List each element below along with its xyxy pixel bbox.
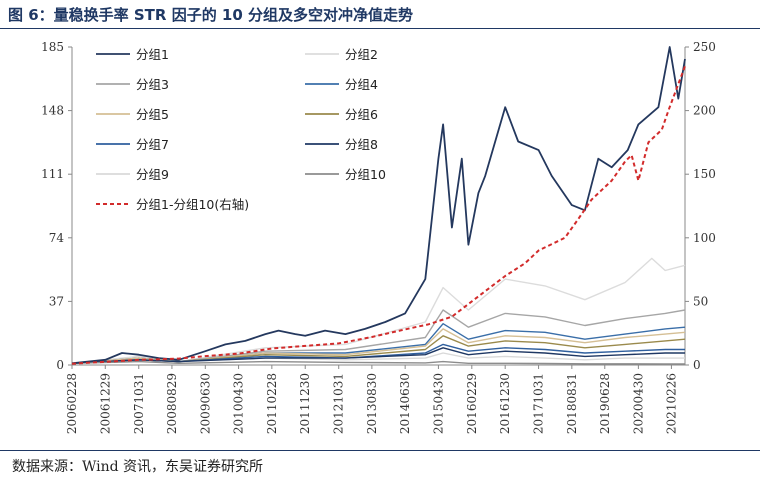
x-tick-label: 20130830 — [365, 373, 379, 434]
right-tick-label: 250 — [693, 40, 716, 54]
legend-label-11: 分组1-分组10(右轴) — [136, 197, 249, 212]
legend-label-5: 分组5 — [136, 107, 169, 122]
x-tick-label: 20180831 — [565, 373, 579, 434]
x-tick-label: 20210226 — [664, 373, 678, 434]
right-tick-label: 100 — [693, 231, 716, 245]
legend-label-1: 分组1 — [136, 47, 169, 62]
line-chart: 0 37 74 111 148 185 0 50 100 150 200 250 20060228 200… — [41, 40, 716, 434]
x-tick-label: 20080829 — [165, 373, 179, 434]
x-tick-label: 20110228 — [265, 373, 279, 434]
x-tick-label: 20161230 — [498, 373, 512, 434]
legend-label-9: 分组9 — [136, 167, 169, 182]
right-tick-label: 150 — [693, 167, 716, 181]
x-tick-label: 20071031 — [132, 373, 146, 434]
x-tick-label: 20150430 — [431, 373, 445, 434]
source-note: 数据来源：Wind 资讯，东吴证券研究所 — [12, 459, 264, 475]
legend-label-10: 分组10 — [345, 167, 386, 182]
right-tick-label: 200 — [693, 104, 716, 118]
left-tick-label: 74 — [49, 231, 65, 245]
legend-label-2: 分组2 — [345, 47, 378, 62]
left-tick-label: 148 — [41, 104, 64, 118]
legend-label-6: 分组6 — [345, 107, 378, 122]
x-tick-label: 20090630 — [198, 373, 212, 434]
legend-label-8: 分组8 — [345, 137, 378, 152]
figure-title: 图 6：量稳换手率 STR 因子的 10 分组及多空对冲净值走势 — [8, 6, 414, 24]
x-tick-label: 20200430 — [631, 373, 645, 434]
legend-label-3: 分组3 — [136, 77, 169, 92]
series-line-2 — [71, 257, 686, 364]
left-tick-label: 37 — [49, 294, 64, 308]
series-line-1 — [71, 46, 686, 365]
x-tick-label: 20190628 — [598, 373, 612, 434]
x-tick-label: 20061229 — [98, 373, 112, 434]
footer-rule — [0, 450, 760, 451]
x-tick-label: 20160229 — [465, 373, 479, 434]
x-tick-label: 20140630 — [398, 373, 412, 434]
left-tick-label: 185 — [41, 40, 64, 54]
title-bar: 图 6：量稳换手率 STR 因子的 10 分组及多空对冲净值走势 — [0, 0, 760, 29]
series-line-8 — [71, 347, 685, 364]
x-tick-label: 20100430 — [232, 373, 246, 434]
series-line-11 — [71, 65, 686, 365]
x-tick-label: 20111230 — [298, 373, 312, 434]
legend-label-4: 分组4 — [345, 77, 378, 92]
left-tick-label: 0 — [56, 358, 64, 372]
legend-label-7: 分组7 — [136, 137, 169, 152]
series-line-10 — [71, 360, 685, 365]
x-tick-label: 20171031 — [532, 373, 546, 434]
right-tick-label: 50 — [693, 294, 708, 308]
right-tick-label: 0 — [693, 358, 701, 372]
left-tick-label: 111 — [41, 167, 64, 181]
x-tick-label: 20060228 — [65, 373, 79, 434]
x-tick-label: 20121031 — [332, 373, 346, 434]
